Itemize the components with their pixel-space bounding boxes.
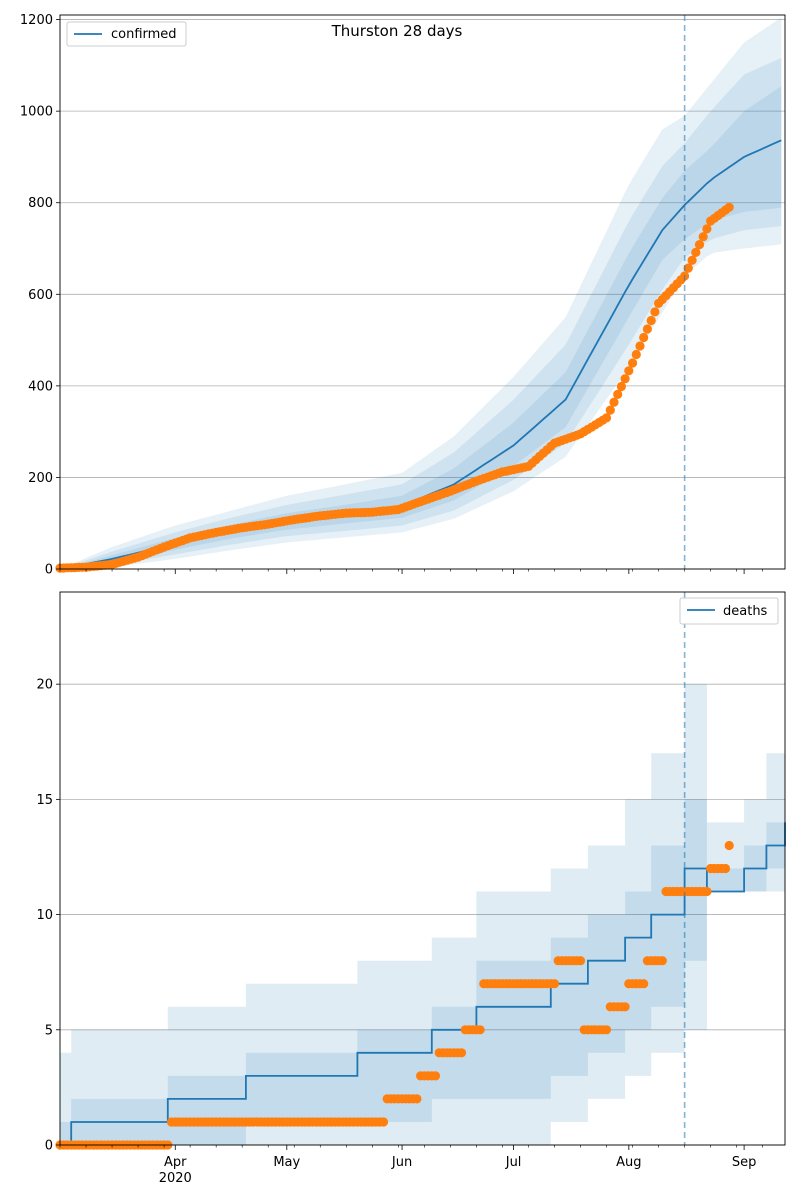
deaths-y-tick-label: 15	[36, 793, 53, 808]
confirmed-y-tick-label: 200	[28, 471, 53, 486]
deaths-x-tick-label: Jun	[391, 1155, 412, 1170]
confirmed-point	[642, 324, 653, 334]
deaths-x-tick-sublabel: 2020	[159, 1171, 192, 1186]
deaths-plot-frame	[59, 591, 786, 1146]
confirmed-y-tick-label: 600	[28, 288, 53, 303]
deaths-point	[456, 1048, 467, 1058]
confirmed-y-tick-label: 800	[28, 196, 53, 211]
chart-title: Thurston 28 days	[331, 22, 463, 40]
confirmed-point	[628, 358, 638, 368]
deaths-point	[430, 1071, 441, 1081]
confirmed-point	[691, 247, 701, 257]
confirmed-legend-label: confirmed	[111, 27, 177, 42]
confirmed-point	[687, 255, 697, 265]
deaths-point	[475, 1025, 485, 1035]
confirmed-point	[694, 240, 705, 250]
confirmed-y-tick-label: 0	[45, 563, 53, 578]
deaths-point	[657, 956, 667, 966]
deaths-point	[639, 979, 649, 989]
confirmed-point	[624, 366, 634, 376]
deaths-x-tick-label: Apr	[164, 1155, 187, 1170]
deaths-x-tick-label: Jul	[505, 1155, 522, 1170]
confirmed-legend: confirmed	[66, 21, 187, 47]
deaths-median-line	[60, 822, 786, 1146]
confirmed-point	[683, 263, 693, 273]
deaths-point	[702, 886, 712, 897]
confirmed-point	[702, 224, 712, 234]
confirmed-point	[620, 374, 630, 384]
confirmed-y-tick-label: 1000	[20, 105, 53, 120]
confirmed-point	[631, 349, 641, 360]
deaths-model-line	[60, 822, 786, 1146]
deaths-point	[601, 1025, 612, 1035]
deaths-legend-box	[679, 597, 779, 625]
confirmed-uncertainty-bands	[60, 17, 782, 570]
deaths-y-tick-label: 10	[36, 908, 53, 923]
confirmed-point	[613, 389, 623, 399]
deaths-x-tick-label: Aug	[616, 1155, 641, 1170]
deaths-point	[575, 956, 586, 966]
deaths-point	[620, 1002, 630, 1012]
deaths-x-tick-label: Sep	[732, 1155, 757, 1170]
deaths-point	[378, 1117, 389, 1127]
confirmed-point	[635, 341, 645, 351]
confirmed-point	[650, 307, 660, 317]
confirmed-band	[60, 57, 782, 570]
confirmed-observed-points	[55, 202, 734, 573]
deaths-y-tick-label: 20	[36, 678, 53, 693]
deaths-legend-label: deaths	[723, 604, 768, 619]
deaths-point	[412, 1094, 422, 1104]
confirmed-y-tick-label: 400	[28, 379, 53, 394]
confirmed-point	[639, 332, 649, 343]
confirmed-point	[698, 232, 708, 242]
deaths-x-tick-label: May	[273, 1155, 300, 1170]
confirmed-chart-panel: 0 200 400 600 800 1000 1200 Thurston 28 days c…	[20, 13, 786, 578]
confirmed-point	[605, 405, 615, 415]
deaths-y-tick-label: 5	[45, 1023, 53, 1038]
deaths-point	[720, 863, 731, 874]
deaths-legend: deaths	[679, 597, 779, 625]
confirmed-point	[609, 397, 619, 407]
confirmed-band	[60, 17, 782, 569]
confirmed-point	[646, 315, 656, 326]
confirmed-point	[616, 381, 627, 392]
deaths-y-tick-label: 0	[45, 1139, 53, 1154]
confirmed-point	[724, 202, 734, 212]
confirmed-legend-box	[66, 21, 187, 47]
confirmed-plot-frame	[59, 14, 786, 570]
confirmed-axes: 0 200 400 600 800 1000 1200	[20, 13, 786, 578]
confirmed-y-tick-label: 1200	[20, 13, 53, 28]
deaths-point	[549, 979, 560, 989]
deaths-point	[724, 840, 734, 851]
confirmed-point	[601, 413, 612, 423]
